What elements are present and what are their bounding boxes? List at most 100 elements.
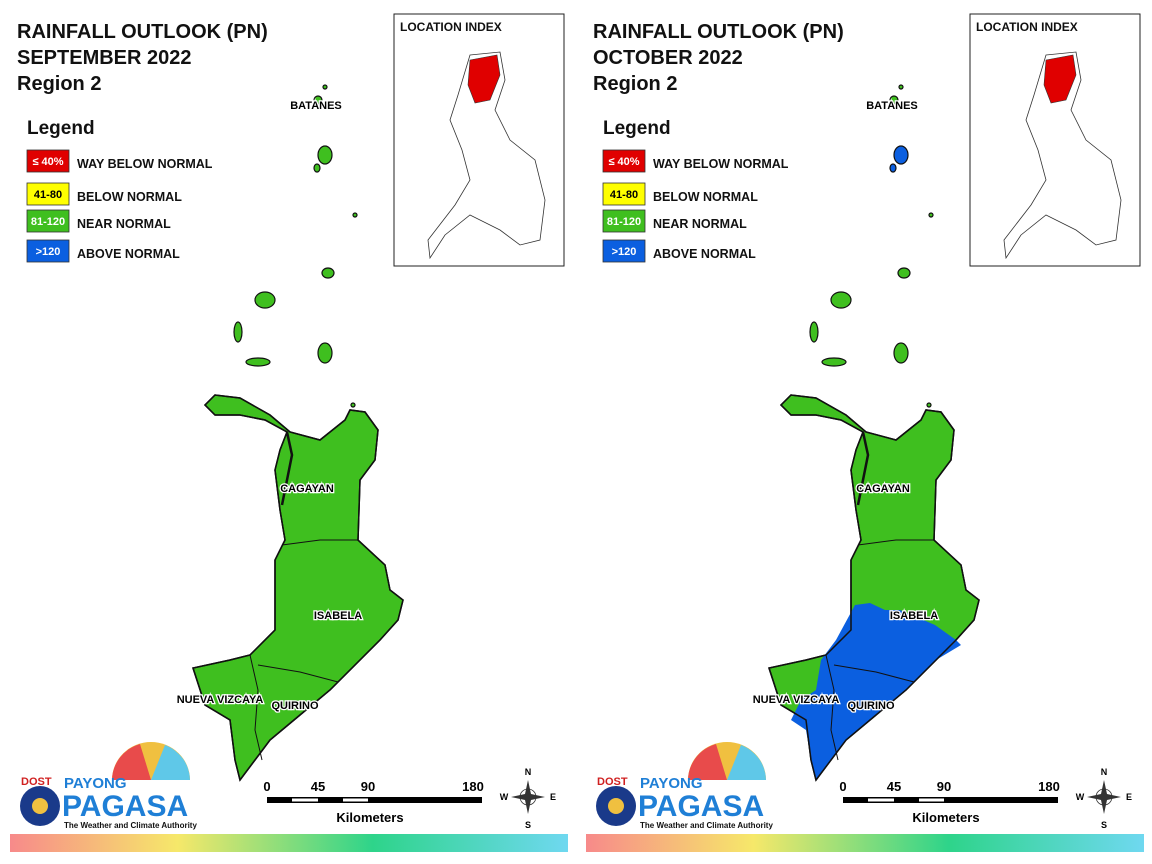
footer-band — [10, 834, 568, 852]
island — [821, 357, 847, 367]
province-label: ISABELA — [890, 610, 938, 622]
compass-letter: N — [1101, 767, 1108, 777]
island — [350, 402, 356, 408]
province-label: CAGAYAN — [856, 483, 910, 495]
province-label: BATANES — [290, 100, 342, 112]
island — [322, 84, 328, 90]
logo-agency: DOST — [21, 776, 52, 788]
legend-swatch — [26, 209, 70, 233]
legend-swatch — [26, 239, 70, 263]
legend-label: ABOVE NORMAL — [77, 247, 180, 261]
scale-bar-seg — [919, 798, 944, 802]
legend-swatch — [26, 149, 70, 173]
mainland-outline — [192, 394, 404, 782]
logo-name: PAGASA — [638, 790, 764, 823]
province-label: QUIRINO — [847, 700, 895, 712]
title-line: Region 2 — [593, 73, 677, 95]
philippines-outline — [427, 51, 546, 260]
island — [889, 95, 899, 105]
island — [898, 84, 904, 90]
boundary — [856, 431, 870, 506]
island — [317, 342, 333, 364]
scale-label: 90 — [937, 779, 951, 794]
legend-title: Legend — [603, 118, 671, 139]
compass-letter: N — [525, 767, 532, 777]
legend-key: >120 — [36, 246, 61, 258]
scale-label: 90 — [361, 779, 375, 794]
island — [926, 402, 932, 408]
island — [893, 145, 909, 165]
boundary — [281, 539, 358, 546]
legend-label: WAY BELOW NORMAL — [653, 157, 789, 171]
legend-swatch — [26, 182, 70, 206]
legend-key: ≤ 40% — [32, 156, 63, 168]
mainland-outline — [768, 394, 980, 782]
compass-letter: E — [550, 792, 556, 802]
compass-rose — [1087, 780, 1121, 814]
philippines-outline — [1003, 51, 1122, 260]
island — [897, 267, 911, 279]
island — [830, 291, 852, 309]
title-line: OCTOBER 2022 — [593, 47, 743, 69]
legend-label: BELOW NORMAL — [77, 190, 182, 204]
logo-name: PAGASA — [62, 790, 188, 823]
logo-agency: DOST — [597, 776, 628, 788]
legend-key: 41-80 — [34, 189, 62, 201]
island — [313, 163, 321, 173]
title-line: SEPTEMBER 2022 — [17, 47, 192, 69]
boundary — [825, 654, 839, 761]
panel: RAINFALL OUTLOOK (PN) OCTOBER 2022 Region … — [586, 13, 1144, 852]
province-label: BATANES — [866, 100, 918, 112]
logo-umbrella-left — [112, 744, 151, 780]
title-line: RAINFALL OUTLOOK (PN) — [593, 21, 844, 43]
province-label: NUEVA VIZCAYA — [753, 694, 840, 706]
province-label: CAGAYAN — [280, 483, 334, 495]
region-highlight — [467, 54, 501, 104]
province-label: QUIRINO — [271, 700, 319, 712]
scale-bar — [267, 797, 482, 803]
scale-bar-seg — [292, 798, 318, 802]
title-line: Region 2 — [17, 73, 101, 95]
scale-label: 45 — [311, 779, 325, 794]
legend-label: ABOVE NORMAL — [653, 247, 756, 261]
logo-umbrella-right — [727, 745, 766, 780]
logo-mark-inner — [32, 798, 48, 814]
scale-label: 0 — [839, 779, 846, 794]
legend-swatch — [602, 149, 646, 173]
compass-ring — [1095, 788, 1113, 806]
logo-tagline: The Weather and Climate Authority — [640, 821, 773, 830]
logo-brand: PAYONG — [640, 775, 703, 792]
island — [893, 342, 909, 364]
boundary — [833, 664, 915, 683]
logo-umbrella-right — [151, 745, 190, 780]
boundary — [249, 654, 263, 761]
compass-letter: W — [1076, 792, 1085, 802]
legend-label: BELOW NORMAL — [653, 190, 758, 204]
province-label: NUEVA VIZCAYA — [177, 694, 264, 706]
mainland — [192, 394, 404, 782]
island — [317, 145, 333, 165]
title-line: RAINFALL OUTLOOK (PN) — [17, 21, 268, 43]
island — [352, 212, 358, 218]
island — [254, 291, 276, 309]
scale-label: 0 — [263, 779, 270, 794]
compass-letter: S — [525, 820, 531, 830]
compass-rose — [511, 780, 545, 814]
compass-letter: W — [500, 792, 509, 802]
legend-swatch — [602, 239, 646, 263]
island — [245, 357, 271, 367]
legend-key: 81-120 — [607, 216, 641, 228]
compass-letter: E — [1126, 792, 1132, 802]
logo-tagline: The Weather and Climate Authority — [64, 821, 197, 830]
legend-swatch — [602, 182, 646, 206]
boundary — [280, 431, 294, 506]
compass-ring — [519, 788, 537, 806]
above-normal-zone — [791, 603, 961, 780]
island — [233, 321, 243, 343]
island — [928, 212, 934, 218]
logo-umbrella-left — [688, 744, 727, 780]
legend-key: >120 — [612, 246, 637, 258]
boundary — [257, 664, 339, 683]
island — [321, 267, 335, 279]
island — [889, 163, 897, 173]
